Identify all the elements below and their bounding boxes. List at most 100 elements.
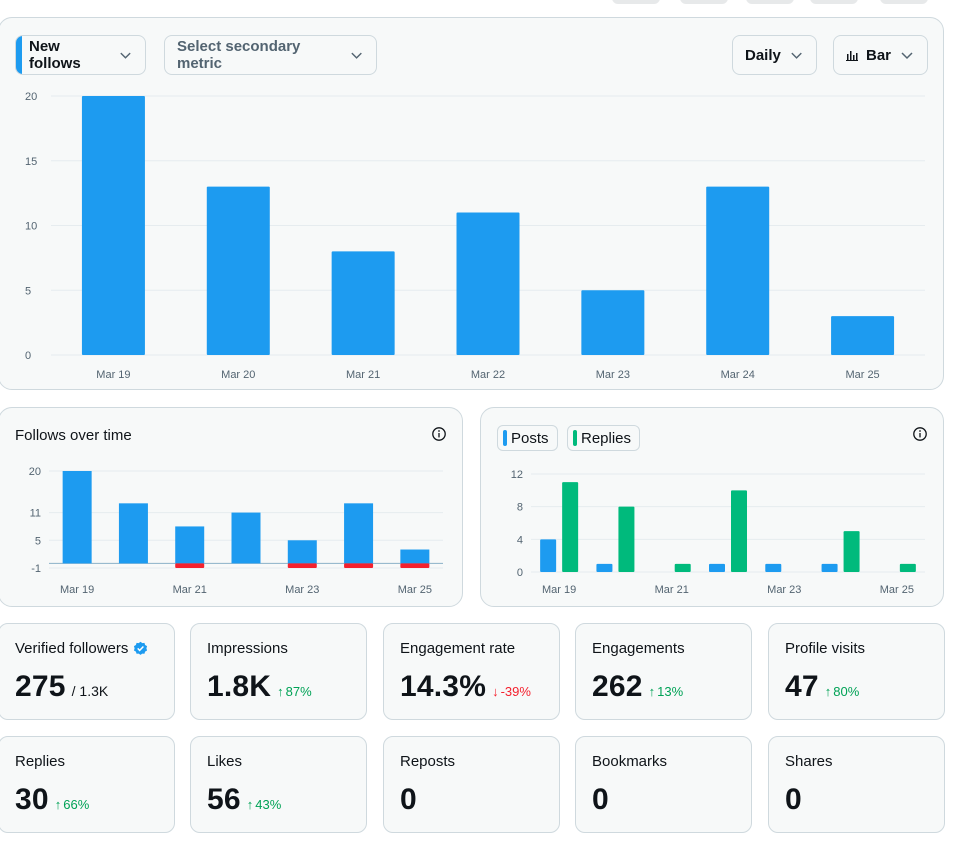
stat-card-engagement-rate[interactable]: Engagement rate 14.3% ↓ -39% — [383, 623, 560, 720]
new-follows-bar-chart: 0 5 10 15 20 Mar 19 Mar 20 Mar 21 Mar 22 Mar 23 Ma… — [25, 91, 925, 381]
info-icon[interactable] — [431, 426, 447, 442]
replies-bar — [899, 563, 916, 572]
stat-card-profile-visits[interactable]: Profile visits 47 ↑ 80% — [768, 623, 945, 720]
y-tick-label: 5 — [35, 535, 41, 547]
y-tick-label: 0 — [25, 350, 31, 362]
bar — [706, 186, 770, 355]
y-tick-label: 11 — [30, 508, 41, 520]
stat-label: Reposts — [400, 753, 456, 770]
posts-swatch — [503, 430, 507, 446]
stat-delta: ↑ 87% — [277, 684, 312, 699]
x-tick-label: Mar 19 — [96, 369, 130, 381]
posts-bar — [540, 539, 557, 572]
unfollows-bar — [175, 563, 205, 568]
primary-series-accent — [16, 36, 22, 74]
stat-delta-text: 43% — [255, 797, 282, 812]
replies-bar — [562, 482, 579, 572]
bar-chart-icon — [846, 51, 858, 61]
info-icon[interactable] — [912, 426, 928, 442]
stat-delta: ↓ -39% — [492, 684, 531, 699]
unfollows-bar — [400, 563, 430, 568]
posts-replies-card: Posts Replies 0 4 8 12 Mar 19 Mar 21 Mar 23 Mar… — [480, 407, 944, 607]
x-tick-label: Mar 21 — [655, 584, 689, 596]
interval-label: Daily — [745, 46, 781, 64]
stat-label: Engagements — [592, 640, 685, 657]
interval-dropdown[interactable]: Daily — [732, 35, 817, 75]
stat-delta: ↑ 13% — [649, 684, 684, 699]
stat-value: 262 — [592, 670, 643, 703]
stat-total: / 1.3K — [71, 683, 109, 699]
stat-value: 56 — [207, 783, 241, 816]
legend-label: Replies — [581, 429, 632, 447]
posts-bar — [709, 563, 725, 572]
verified-badge-icon — [134, 641, 148, 655]
replies-bar — [731, 490, 747, 572]
stat-delta-text: 80% — [833, 684, 860, 699]
stat-label: Replies — [15, 753, 66, 770]
stat-value: 1.8K — [207, 670, 272, 703]
y-tick-label: 15 — [25, 156, 37, 168]
y-tick-label: 10 — [25, 221, 37, 233]
follows-over-time-card: Follows over time -1 5 11 20 Mar 19 Mar 21 Mar… — [0, 407, 463, 607]
chevron-down-icon — [120, 52, 131, 59]
chart-type-label: Bar — [866, 46, 892, 64]
secondary-metric-dropdown[interactable]: Select secondary metric — [164, 35, 377, 75]
y-tick-label: 0 — [517, 567, 523, 579]
y-tick-label: 4 — [517, 534, 523, 546]
stat-card-impressions[interactable]: Impressions 1.8K ↑ 87% — [190, 623, 367, 720]
legend-replies-toggle[interactable]: Replies — [567, 425, 641, 451]
x-tick-label: Mar 23 — [596, 369, 630, 381]
x-tick-label: Mar 20 — [221, 369, 255, 381]
y-tick-label: 8 — [517, 502, 523, 514]
stat-delta-text: 13% — [657, 684, 684, 699]
unfollows-bar — [287, 563, 317, 568]
stat-label-text: Verified followers — [15, 640, 129, 657]
replies-swatch — [573, 430, 577, 446]
stat-label: Bookmarks — [592, 753, 668, 770]
follows-bar — [62, 471, 92, 564]
follows-bar — [400, 549, 430, 564]
arrow-up-icon: ↑ — [277, 684, 284, 699]
x-tick-label: Mar 22 — [471, 369, 505, 381]
stat-value: 14.3% — [400, 670, 487, 703]
stat-delta: ↑ 66% — [55, 797, 90, 812]
x-tick-label: Mar 19 — [542, 584, 576, 596]
bar — [456, 212, 520, 355]
posts-bar — [821, 563, 838, 572]
y-tick-label: 20 — [25, 91, 37, 103]
stat-label: Profile visits — [785, 640, 866, 657]
x-tick-label: Mar 24 — [721, 369, 755, 381]
y-tick-label: 5 — [25, 285, 31, 297]
x-tick-label: Mar 23 — [285, 584, 319, 596]
stat-label: Likes — [207, 753, 243, 770]
stat-card-shares[interactable]: Shares 0 — [768, 736, 945, 833]
x-tick-label: Mar 25 — [880, 584, 914, 596]
x-tick-label: Mar 19 — [60, 584, 94, 596]
stat-value: 0 — [400, 783, 417, 816]
stat-card-replies[interactable]: Replies 30 ↑ 66% — [0, 736, 175, 833]
follows-over-time-chart: -1 5 11 20 Mar 19 Mar 21 Mar 23 Mar 25 — [29, 466, 443, 596]
follows-bar — [344, 503, 374, 564]
stat-card-reposts[interactable]: Reposts 0 — [383, 736, 560, 833]
y-tick-label: 12 — [511, 469, 523, 481]
stat-label: Verified followers — [15, 640, 148, 657]
stat-card-verified-followers[interactable]: Verified followers 275 / 1.3K — [0, 623, 175, 720]
stat-value: 275 — [15, 670, 66, 703]
arrow-up-icon: ↑ — [648, 684, 656, 699]
legend-posts-toggle[interactable]: Posts — [497, 425, 558, 451]
stat-delta: ↑ 43% — [247, 797, 282, 812]
arrow-down-icon: ↓ — [492, 684, 499, 699]
primary-metric-dropdown[interactable]: New follows — [15, 35, 146, 75]
secondary-metric-placeholder: Select secondary metric — [177, 38, 301, 72]
x-tick-label: Mar 21 — [346, 369, 380, 381]
stat-value: 47 — [785, 670, 819, 703]
arrow-up-icon: ↑ — [246, 797, 254, 812]
stat-card-likes[interactable]: Likes 56 ↑ 43% — [190, 736, 367, 833]
stat-delta-text: -39% — [500, 684, 531, 699]
stat-card-engagements[interactable]: Engagements 262 ↑ 13% — [575, 623, 752, 720]
chart-type-dropdown[interactable]: Bar — [833, 35, 928, 75]
stat-card-bookmarks[interactable]: Bookmarks 0 — [575, 736, 752, 833]
stat-delta: ↑ 80% — [825, 684, 860, 699]
posts-replies-chart: 0 4 8 12 Mar 19 Mar 21 Mar 23 Mar 25 — [511, 469, 925, 596]
replies-bar — [674, 563, 691, 572]
